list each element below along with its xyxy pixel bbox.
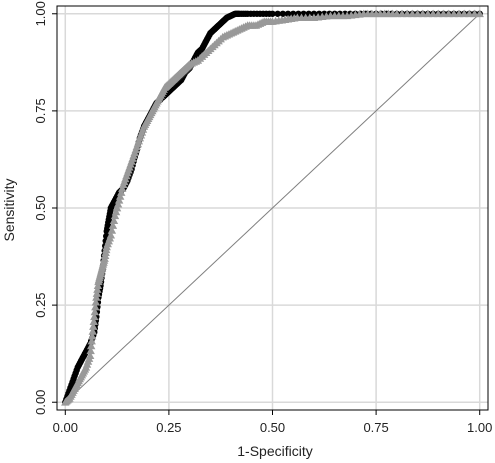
triangle-marker xyxy=(88,331,97,340)
triangle-marker xyxy=(106,230,116,239)
x-axis-ticks: 0.00 0.25 0.50 0.75 1.00 xyxy=(53,410,492,435)
triangle-marker xyxy=(85,351,95,359)
triangle-marker xyxy=(118,184,127,192)
triangle-marker xyxy=(113,199,123,208)
triangle-marker xyxy=(86,341,96,350)
triangle-marker xyxy=(87,336,96,345)
triangle-marker xyxy=(91,298,101,306)
series-triangle-markers xyxy=(61,9,484,406)
circle-marker xyxy=(279,10,287,17)
x-tick-label: 0.25 xyxy=(156,420,181,435)
x-tick-label: 0.50 xyxy=(260,420,285,435)
triangle-marker xyxy=(111,207,121,216)
triangle-marker xyxy=(88,327,97,335)
triangle-marker xyxy=(93,281,103,290)
y-tick-label: 0.50 xyxy=(33,195,48,220)
x-tick-label: 1.00 xyxy=(467,420,492,435)
triangle-marker xyxy=(112,203,122,212)
y-axis-ticks: 0.00 0.25 0.50 0.75 1.00 xyxy=(33,1,57,415)
triangle-marker xyxy=(107,226,117,234)
y-tick-label: 1.00 xyxy=(33,1,48,26)
x-tick-label: 0.75 xyxy=(363,420,388,435)
triangle-marker xyxy=(115,192,125,200)
triangle-marker xyxy=(93,285,102,293)
triangle-marker xyxy=(114,196,124,204)
triangle-marker xyxy=(86,346,95,355)
triangle-marker xyxy=(110,211,120,220)
circle-marker xyxy=(274,10,281,17)
y-tick-label: 0.75 xyxy=(33,98,48,123)
y-tick-label: 0.00 xyxy=(33,390,48,415)
triangle-marker xyxy=(92,293,101,301)
circle-marker xyxy=(284,10,292,17)
x-tick-label: 0.00 xyxy=(53,420,78,435)
triangle-marker xyxy=(475,9,484,18)
triangle-marker xyxy=(89,322,98,330)
triangle-marker xyxy=(109,216,119,224)
triangle-marker xyxy=(91,302,100,311)
y-axis-title: Sensitivity xyxy=(1,178,17,241)
triangle-marker xyxy=(92,289,102,297)
y-tick-label: 0.25 xyxy=(33,292,48,317)
triangle-marker xyxy=(90,312,99,321)
triangle-marker xyxy=(108,221,118,229)
reference-diagonal-line xyxy=(64,13,481,403)
triangle-marker xyxy=(117,188,126,196)
triangle-marker xyxy=(90,307,100,316)
x-axis-title: 1-Specificity xyxy=(237,443,312,459)
triangle-marker xyxy=(89,317,98,325)
circle-marker xyxy=(269,10,276,17)
